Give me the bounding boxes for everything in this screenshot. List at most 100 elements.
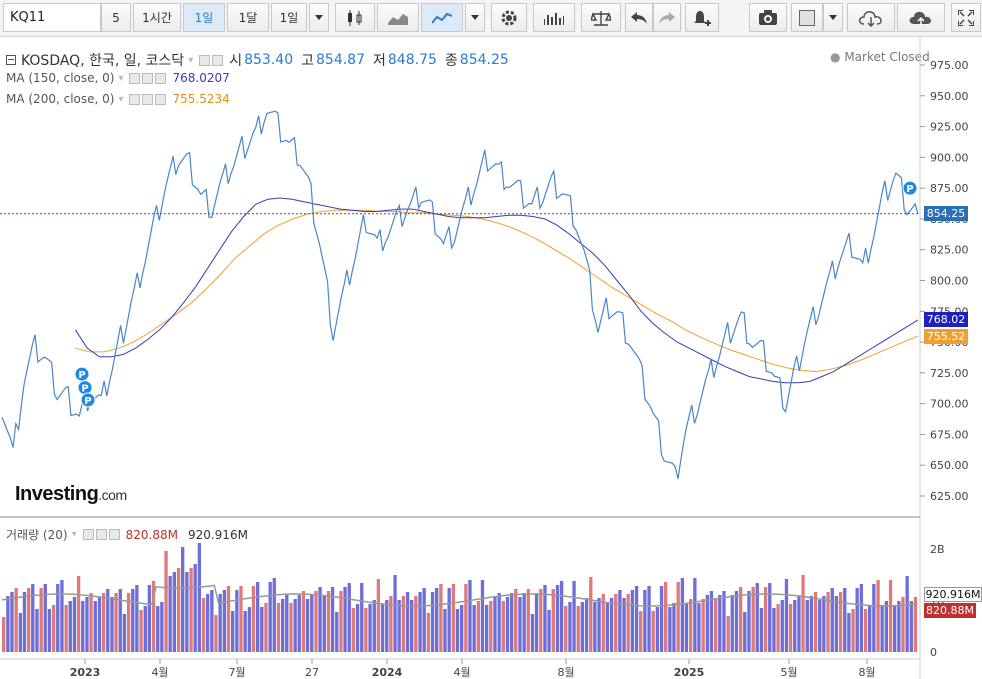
- x-tick-label: 27: [305, 666, 319, 679]
- volume-bar: [139, 610, 143, 652]
- legend-dropdown-icon[interactable]: ▾: [118, 72, 124, 84]
- save-chart-button[interactable]: [897, 3, 945, 32]
- close-icon[interactable]: [155, 93, 167, 105]
- volume-bar: [239, 586, 243, 652]
- screenshot-button[interactable]: [749, 3, 787, 32]
- collapse-icon[interactable]: [6, 55, 16, 65]
- volume-bar: [31, 584, 35, 652]
- volume-bar: [605, 602, 610, 652]
- y-tick-label: 875.00: [930, 182, 969, 195]
- load-chart-button[interactable]: [847, 3, 895, 32]
- volume-ma-value: 920.916M: [187, 527, 248, 542]
- chart-type-dropdown[interactable]: [465, 3, 485, 32]
- volume-bar: [884, 601, 889, 652]
- volume-bar: [443, 609, 447, 652]
- volume-bar: [589, 577, 593, 652]
- volume-bar: [318, 587, 322, 652]
- volume-bar: [568, 602, 572, 652]
- volume-bar: [643, 590, 647, 652]
- gear-icon[interactable]: [212, 54, 224, 66]
- volume-bar: [830, 588, 834, 652]
- volume-bar: [301, 591, 306, 652]
- eye-icon[interactable]: [129, 93, 141, 105]
- redo-button[interactable]: [653, 3, 681, 32]
- volume-bar: [618, 590, 622, 652]
- brand-name: Investing: [15, 483, 99, 505]
- eye-icon[interactable]: [199, 54, 211, 66]
- gear-icon[interactable]: [142, 72, 154, 84]
- ma200-price-tag: 755.52: [924, 329, 968, 344]
- gear-icon: [501, 10, 517, 25]
- volume-bar: [680, 578, 685, 652]
- fullscreen-icon: [958, 9, 974, 26]
- interval-1mo-button[interactable]: 1달: [227, 3, 269, 32]
- interval-5-button[interactable]: 5: [101, 3, 131, 32]
- volume-bar: [372, 600, 376, 652]
- compare-button[interactable]: [581, 3, 621, 32]
- volume-bar: [201, 598, 206, 652]
- volume-bar: [718, 595, 722, 652]
- interval-1d-button[interactable]: 1일: [183, 3, 225, 32]
- area-chart-button[interactable]: [377, 3, 419, 32]
- candle-icon: [348, 9, 362, 26]
- volume-bar: [580, 602, 585, 652]
- candle-chart-button[interactable]: [335, 3, 375, 32]
- volume-bar: [793, 600, 797, 652]
- instrument-name: KOSDAQ, 한국, 일, 코스닥: [21, 53, 185, 69]
- y-tick-label: 925.00: [930, 121, 969, 134]
- volume-bar: [763, 587, 768, 652]
- indicator-button[interactable]: [533, 3, 575, 32]
- volume-bar: [114, 593, 118, 652]
- gear-icon[interactable]: [142, 93, 154, 105]
- volume-bar: [18, 613, 23, 652]
- volume-bar: [2, 617, 6, 652]
- volume-bar: [264, 603, 268, 652]
- legend-dropdown-icon[interactable]: ▾: [71, 529, 77, 540]
- volume-bar: [597, 598, 601, 652]
- volume-bar: [214, 615, 218, 652]
- volume-bar: [468, 580, 472, 652]
- volume-bar: [664, 582, 668, 652]
- volume-bar: [247, 607, 252, 652]
- legend-dropdown-icon[interactable]: ▾: [188, 54, 194, 66]
- eye-icon[interactable]: [129, 72, 141, 84]
- close-icon[interactable]: [155, 72, 167, 84]
- volume-tick-label: 2B: [930, 543, 945, 556]
- camera-icon: [759, 9, 777, 25]
- eye-icon[interactable]: [82, 529, 94, 540]
- x-tick-label: 8월: [557, 666, 574, 679]
- x-tick-label: 4월: [453, 666, 470, 679]
- p-marker-icon: [74, 366, 90, 382]
- volume-bar: [289, 603, 293, 652]
- settings-button[interactable]: [491, 3, 527, 32]
- interval-1h-button[interactable]: 1시간: [133, 3, 181, 32]
- cloud-upload-icon: [909, 11, 931, 26]
- line-chart-button[interactable]: [421, 3, 463, 32]
- symbol-input[interactable]: KQ11: [3, 3, 101, 32]
- volume-bar: [809, 596, 814, 652]
- volume-bar: [106, 589, 110, 652]
- add-alert-button[interactable]: [685, 3, 719, 32]
- toolbar: KQ11 5 1시간 1일 1달 1일: [0, 0, 982, 37]
- volume-bar: [743, 612, 747, 652]
- gear-icon[interactable]: [95, 529, 107, 540]
- indicator-icon: [544, 12, 564, 25]
- volume-bar: [368, 604, 372, 652]
- volume-bar: [584, 598, 589, 652]
- volume-bar: [343, 587, 347, 652]
- close-icon[interactable]: [108, 529, 120, 540]
- volume-tick-label: 0: [930, 646, 937, 659]
- volume-bar: [293, 599, 297, 652]
- volume-bar: [888, 580, 893, 652]
- volume-bar: [913, 597, 918, 652]
- fullscreen-button[interactable]: [951, 3, 981, 32]
- legend-dropdown-icon[interactable]: ▾: [118, 93, 124, 105]
- color-dropdown[interactable]: [823, 3, 843, 32]
- volume-bar: [855, 588, 859, 652]
- color-picker-button[interactable]: [791, 3, 823, 32]
- undo-button[interactable]: [625, 3, 653, 32]
- interval-dropdown-button[interactable]: [309, 3, 329, 32]
- x-tick-label: 2024: [372, 666, 403, 679]
- undo-icon: [631, 11, 647, 24]
- interval-1w-button[interactable]: 1일: [271, 3, 307, 32]
